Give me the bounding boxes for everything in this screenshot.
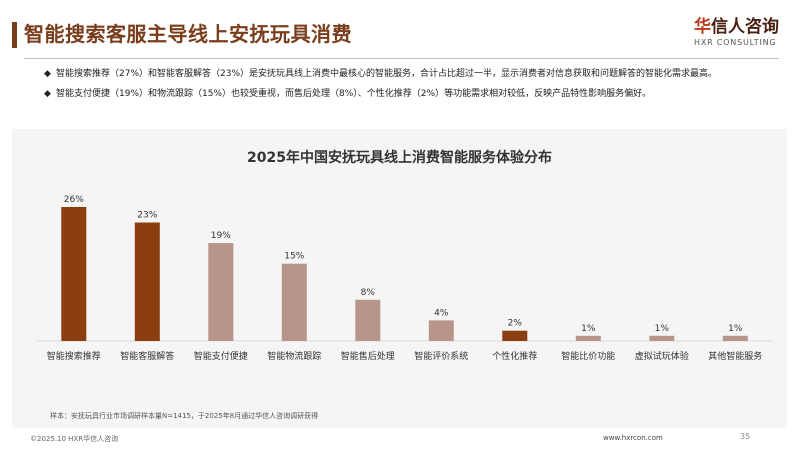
category-label: 虚拟试玩体验 [635,350,689,362]
bar-6 [428,320,454,341]
bar-value-label: 23% [137,211,157,221]
bar-5 [355,299,381,341]
diamond-bullet-icon: ◆ [44,69,51,79]
bar-3 [208,243,234,341]
chart-panel: 2025年中国安抚玩具线上消费智能服务体验分布 26% 智能搜索推荐 23% 智能客服… [12,129,787,428]
bar-chart: 26% 智能搜索推荐 23% 智能客服解答 19% 智能支付便捷 15% 智能物流跟踪 8% 智能… [37,195,772,362]
summary-bullet-text: 智能搜索推荐（27%）和智能客服解答（23%）是安抚玩具线上消费中最核心的智能服… [56,69,718,79]
category-label: 智能支付便捷 [194,350,248,362]
category-label: 其他智能服务 [708,350,762,362]
bar-value-label: 1% [581,324,596,334]
bar-2 [134,222,160,341]
bar-7 [502,330,528,341]
logo-main-prefix: 华 [694,17,711,37]
bar-value-label: 19% [211,231,231,241]
summary-bullet-text: 智能支付便捷（19%）和物流跟踪（15%）也较受重视，而售后处理（8%）、个性化… [56,89,652,99]
bar-4 [281,263,307,341]
category-label: 智能比价功能 [561,350,615,362]
category-label: 智能物流跟踪 [267,350,321,362]
bar-value-label: 2% [508,319,523,329]
summary-bullet-2: ◆ 智能支付便捷（19%）和物流跟踪（15%）也较受重视，而售后处理（8%）、个… [44,86,764,102]
category-label: 智能评价系统 [414,350,468,362]
category-label: 智能售后处理 [341,350,395,362]
footer-copyright: ©2025.10 HXR华信人咨询 [30,435,119,443]
bar-value-label: 1% [655,324,670,334]
category-label: 智能客服解答 [120,350,174,362]
bar-value-label: 26% [64,195,84,205]
bar-value-label: 4% [434,308,449,318]
summary-bullet-1: ◆ 智能搜索推荐（27%）和智能客服解答（23%）是安抚玩具线上消费中最核心的智… [44,66,764,82]
summary-bullets: ◆ 智能搜索推荐（27%）和智能客服解答（23%）是安抚玩具线上消费中最核心的智… [44,66,764,106]
bar-9 [649,335,675,341]
title-accent-bar [12,22,17,48]
footer-url: www.hxrcon.com [603,434,663,442]
logo-sub-text: HXR CONSULTING [694,38,777,47]
bar-value-label: 1% [728,324,743,334]
title-bar: 智能搜索客服主导线上安抚玩具消费 华信人咨询 HXR CONSULTING [0,0,799,62]
page-number: 35 [740,432,751,441]
bar-1 [61,207,87,341]
bar-value-label: 15% [284,252,304,262]
bar-8 [575,335,601,341]
page-title: 智能搜索客服主导线上安抚玩具消费 [24,22,352,46]
category-label: 智能搜索推荐 [47,350,101,362]
category-label: 个性化推荐 [492,350,537,362]
chart-title: 2025年中国安抚玩具线上消费智能服务体验分布 [247,150,552,166]
diamond-bullet-icon: ◆ [44,89,51,99]
logo-main-text: 华信人咨询 [694,12,779,37]
logo-main-rest: 信人咨询 [711,17,779,37]
header-divider [24,58,779,59]
company-logo: 华信人咨询 HXR CONSULTING [694,12,779,47]
sample-note: 样本：安抚玩具行业市场调研样本量N=1415，于2025年8月通过华信人咨询调研… [50,412,319,420]
bar-value-label: 8% [361,288,376,298]
bar-10 [722,335,748,341]
